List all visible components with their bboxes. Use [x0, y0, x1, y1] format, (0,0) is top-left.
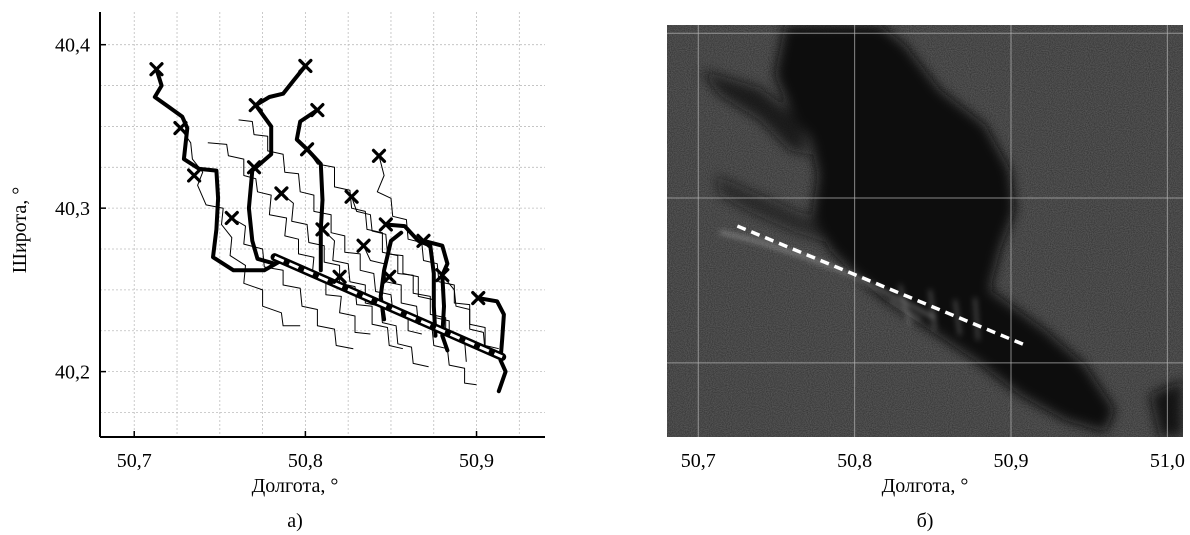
start-marker: [315, 222, 330, 237]
sar-image: [667, 25, 1183, 437]
start-marker: [378, 217, 393, 232]
start-marker: [471, 290, 486, 306]
start-marker: [435, 268, 450, 283]
start-marker: [187, 168, 202, 183]
chart-a-axes: [99, 12, 545, 438]
x-axis-label-b: Долгота, °: [882, 475, 969, 497]
thin-trajectory: [179, 127, 301, 327]
chart-a-dashed-line: [270, 253, 507, 361]
y-axis-label-a: Широта, °: [9, 187, 31, 273]
chart-b-ticks: 50,7 50,8 50,9 51,0: [681, 450, 1185, 472]
chart-a-start-markers: [149, 58, 486, 306]
start-marker: [332, 269, 347, 284]
thin-trajectory: [351, 196, 467, 362]
x-tick-label: 50,8: [837, 450, 872, 472]
x-tick-label: 50,8: [288, 450, 323, 472]
dark-slick-area: [700, 25, 1183, 437]
start-marker: [299, 142, 315, 157]
start-marker: [149, 62, 164, 77]
chart-a-thin-tracks: [179, 119, 499, 386]
thin-trajectory: [231, 217, 354, 350]
start-marker: [246, 160, 262, 175]
thick-trajectory: [476, 296, 508, 394]
start-marker: [310, 102, 325, 118]
start-marker: [274, 186, 289, 201]
thin-trajectory: [207, 142, 371, 335]
x-axis-label-a: Долгота, °: [252, 475, 339, 497]
y-tick-label: 40,4: [55, 35, 90, 57]
start-marker: [371, 148, 387, 163]
trajectory-chart: 50,7 50,8 50,9 40,2 40,3 40,4 Долгота, ° Широ…: [9, 12, 545, 532]
panel-label-a: а): [287, 510, 303, 532]
x-tick-label: 50,9: [459, 450, 494, 472]
thick-trajectory: [294, 108, 325, 273]
start-marker: [416, 233, 431, 248]
x-tick-label: 50,7: [117, 450, 152, 472]
y-tick-label: 40,2: [55, 362, 90, 384]
y-tick-label: 40,3: [55, 198, 90, 220]
start-marker: [344, 189, 359, 204]
radar-image-panel: 50,7 50,8 50,9 51,0 Долгота, ° б): [667, 25, 1185, 532]
x-tick-label: 50,9: [994, 450, 1029, 472]
start-marker: [298, 58, 313, 74]
x-tick-label: 50,7: [681, 450, 716, 472]
thick-trajectory: [246, 103, 277, 266]
dashed-line: [736, 224, 1029, 348]
image-grid: [667, 25, 1183, 437]
dashed-line: [273, 255, 503, 359]
image-dashed-line: [736, 224, 1029, 348]
thin-trajectory: [376, 155, 499, 350]
start-marker: [248, 98, 263, 113]
thin-trajectory: [281, 193, 404, 350]
start-marker: [382, 269, 397, 284]
start-marker: [356, 238, 371, 253]
chart-a-thick-tracks: [152, 63, 508, 394]
chart-a-ticks: 50,7 50,8 50,9 40,2 40,3 40,4: [55, 35, 494, 472]
thin-trajectory: [363, 245, 477, 386]
x-tick-label: 51,0: [1150, 450, 1185, 472]
thin-trajectory: [238, 119, 422, 335]
thin-trajectory: [306, 149, 460, 340]
start-marker: [224, 210, 239, 226]
panel-label-b: б): [917, 510, 934, 532]
start-marker: [173, 120, 188, 136]
thick-trajectory: [253, 63, 308, 108]
